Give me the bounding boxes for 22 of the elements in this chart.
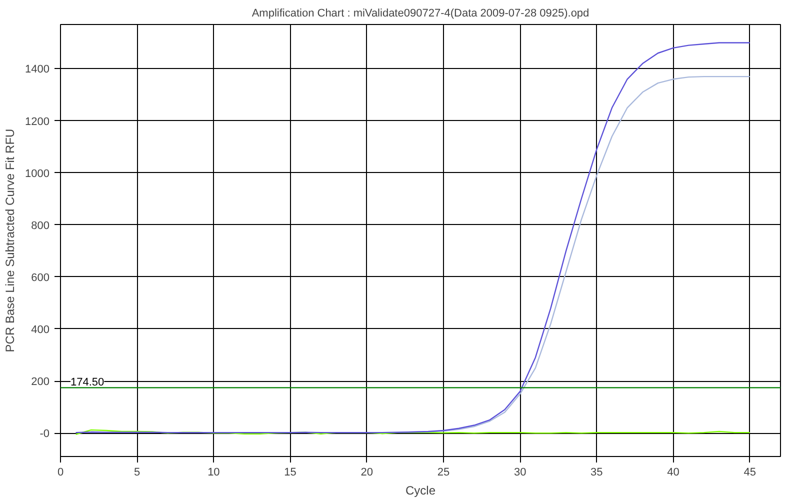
y-tick-label: 200 bbox=[31, 376, 50, 388]
x-axis-title: Cycle bbox=[405, 484, 436, 498]
x-tick-label: 15 bbox=[284, 466, 296, 478]
y-tick-label: 1200 bbox=[25, 116, 50, 128]
x-tick-label: 30 bbox=[514, 466, 526, 478]
x-tick-label: 40 bbox=[667, 466, 680, 478]
y-axis-title: PCR Base Line Subtracted Curve Fit RFU bbox=[3, 128, 18, 352]
x-tick-label: 20 bbox=[360, 466, 374, 478]
x-tick-label: 25 bbox=[437, 466, 450, 478]
y-tick-label: 400 bbox=[31, 324, 50, 336]
x-tick-label: 45 bbox=[744, 466, 756, 478]
y-tick-label: 600 bbox=[31, 272, 50, 284]
y-tick-label: 1000 bbox=[25, 168, 50, 180]
x-tick-label: 10 bbox=[208, 466, 220, 478]
x-tick-label: 0 bbox=[57, 466, 64, 478]
y-tick-label: 800 bbox=[31, 220, 50, 232]
x-tick-label: 35 bbox=[590, 466, 603, 478]
ref-line-label: 174.50 bbox=[70, 376, 104, 389]
y-tick-label: -0 bbox=[40, 428, 50, 440]
chart-title: Amplification Chart : miValidate090727-4(Data 2009-07-28 0925).opd bbox=[252, 8, 590, 20]
y-tick-label: 1400 bbox=[25, 64, 50, 76]
x-tick-label: 5 bbox=[134, 466, 140, 478]
